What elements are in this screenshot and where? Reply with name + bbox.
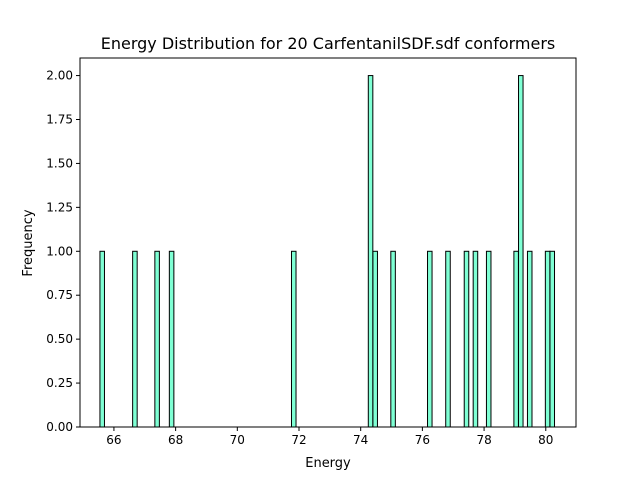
histogram-bar: [290, 250, 297, 428]
x-tick-label: 78: [476, 433, 491, 447]
plot-frame: [79, 57, 577, 428]
histogram-bar: [549, 250, 556, 428]
y-tick-label: 1.00: [46, 244, 73, 258]
y-axis-label: Frequency: [21, 209, 36, 276]
x-tick-label: 74: [353, 433, 368, 447]
histogram-bar: [168, 250, 175, 428]
histogram-bar: [132, 250, 138, 428]
histogram-bar: [485, 250, 492, 428]
x-tick-label: 80: [538, 433, 553, 447]
x-tick-label: 70: [230, 433, 245, 447]
y-axis: 0.00 0.25 0.50 0.75 1.00 1.25 1.50 1.75 2.00: [46, 69, 80, 434]
x-tick-label: 72: [291, 433, 306, 447]
histogram-bar: [518, 75, 524, 428]
histogram-bar: [463, 250, 470, 428]
y-tick-label: 1.75: [46, 113, 73, 127]
histogram-bar: [367, 75, 374, 428]
histogram-bar: [513, 250, 519, 428]
x-tick-label: 68: [168, 433, 183, 447]
histogram-bar: [390, 250, 396, 428]
y-tick-label: 2.00: [46, 69, 73, 83]
x-tick-label: 66: [106, 433, 121, 447]
histogram-bar: [427, 250, 433, 428]
histogram-bar: [526, 250, 533, 428]
y-tick-label: 1.25: [46, 200, 73, 214]
x-axis: 66 68 70 72 74 76 78 80: [106, 427, 553, 447]
histogram-bar: [372, 250, 378, 428]
y-tick-label: 0.25: [46, 376, 73, 390]
x-axis-label: Energy: [305, 456, 351, 471]
y-tick-label: 0.75: [46, 288, 73, 302]
y-tick-label: 0.00: [46, 420, 73, 434]
y-tick-label: 0.50: [46, 332, 73, 346]
bars: [99, 75, 556, 428]
histogram-bar: [99, 250, 105, 428]
histogram-bar: [544, 250, 551, 428]
chart-title: Energy Distribution for 20 CarfentanilSD…: [101, 34, 556, 53]
y-tick-label: 1.50: [46, 156, 73, 170]
x-tick-label: 76: [415, 433, 430, 447]
histogram-bar: [154, 250, 160, 428]
histogram-bar: [445, 250, 451, 428]
histogram-bar: [472, 250, 479, 428]
